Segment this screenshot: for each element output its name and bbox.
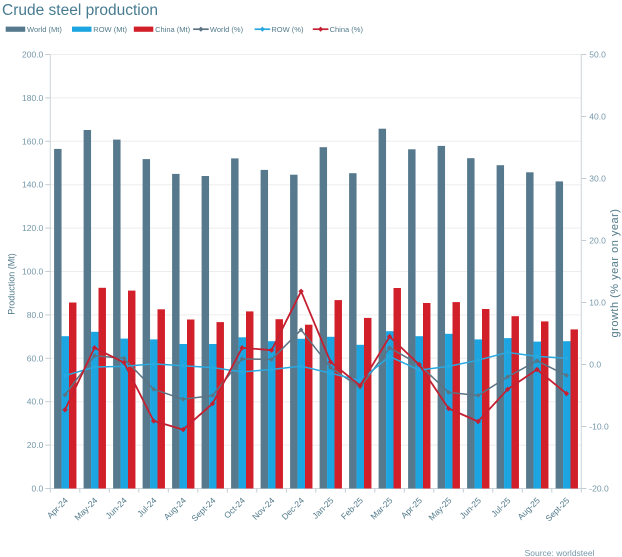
svg-text:0.0: 0.0	[589, 360, 601, 370]
svg-text:Crude steel production: Crude steel production	[2, 2, 158, 19]
svg-text:100.0: 100.0	[22, 267, 44, 277]
svg-text:50.0: 50.0	[589, 50, 606, 60]
svg-text:140.0: 140.0	[22, 180, 44, 190]
svg-text:ROW (%): ROW (%)	[271, 25, 304, 34]
svg-text:40.0: 40.0	[27, 397, 44, 407]
svg-text:China (Mt): China (Mt)	[155, 25, 191, 34]
svg-text:Production (Mt): Production (Mt)	[6, 253, 16, 315]
svg-text:Source: worldsteel: Source: worldsteel	[525, 548, 595, 557]
svg-text:0.0: 0.0	[31, 484, 43, 494]
svg-text:-10.0: -10.0	[589, 422, 609, 432]
svg-text:30.0: 30.0	[589, 174, 606, 184]
svg-text:120.0: 120.0	[22, 223, 44, 233]
svg-text:World (%): World (%)	[210, 25, 244, 34]
svg-text:10.0: 10.0	[589, 298, 606, 308]
svg-text:160.0: 160.0	[22, 136, 44, 146]
svg-text:20.0: 20.0	[27, 440, 44, 450]
svg-text:40.0: 40.0	[589, 112, 606, 122]
svg-text:60.0: 60.0	[27, 353, 44, 363]
svg-text:20.0: 20.0	[589, 236, 606, 246]
svg-text:World (Mt): World (Mt)	[27, 25, 62, 34]
svg-text:China (%): China (%)	[330, 25, 364, 34]
svg-text:ROW (Mt): ROW (Mt)	[93, 25, 127, 34]
svg-text:growth (% year on year): growth (% year on year)	[609, 209, 621, 338]
svg-text:200.0: 200.0	[22, 50, 44, 60]
svg-text:-20.0: -20.0	[589, 484, 609, 494]
svg-text:80.0: 80.0	[27, 310, 44, 320]
svg-text:180.0: 180.0	[22, 93, 44, 103]
